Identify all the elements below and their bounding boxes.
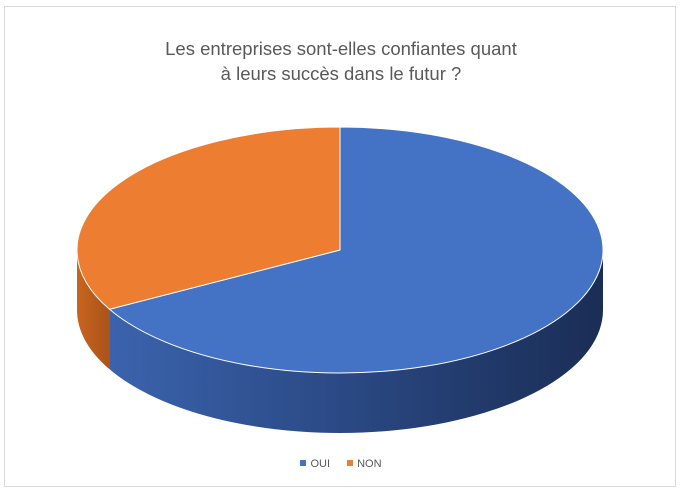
legend-item-oui: OUI	[300, 458, 330, 470]
chart-title: Les entreprises sont-elles confiantes qu…	[0, 36, 682, 86]
legend-swatch-non	[347, 460, 354, 466]
pie-side-non	[77, 250, 110, 370]
chart-title-line-1: Les entreprises sont-elles confiantes qu…	[165, 38, 517, 59]
pie-slice-oui	[108, 126, 604, 374]
pie-slice-non	[76, 126, 341, 310]
legend-item-non: NON	[347, 458, 382, 470]
pie-side-oui	[109, 250, 603, 433]
legend-label-non: NON	[357, 458, 382, 470]
chart-title-line-2: à leurs succès dans le futur ?	[220, 63, 462, 84]
legend-swatch-oui	[300, 460, 307, 466]
legend: OUI NON	[0, 458, 682, 470]
legend-label-oui: OUI	[310, 458, 331, 470]
